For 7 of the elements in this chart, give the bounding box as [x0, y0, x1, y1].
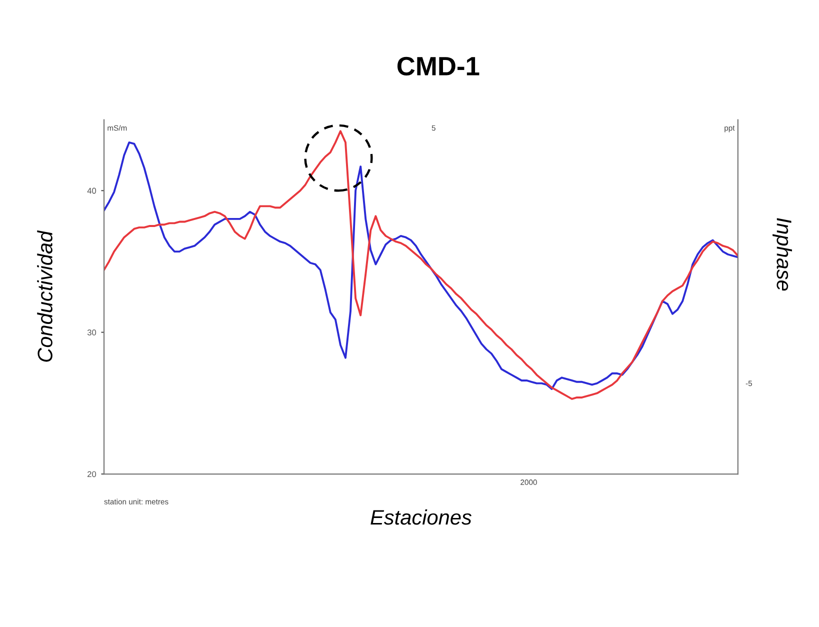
y-axis-title: Conductividad: [37, 230, 52, 362]
y2-axis-title: Inphase: [772, 218, 792, 291]
chart-title: CMD-1: [397, 56, 480, 76]
x-axis-title: Estaciones: [370, 509, 472, 525]
y-tick-label: 30: [87, 330, 96, 336]
y-tick-label: 20: [88, 471, 96, 478]
y-tick-label: 40: [87, 188, 96, 194]
